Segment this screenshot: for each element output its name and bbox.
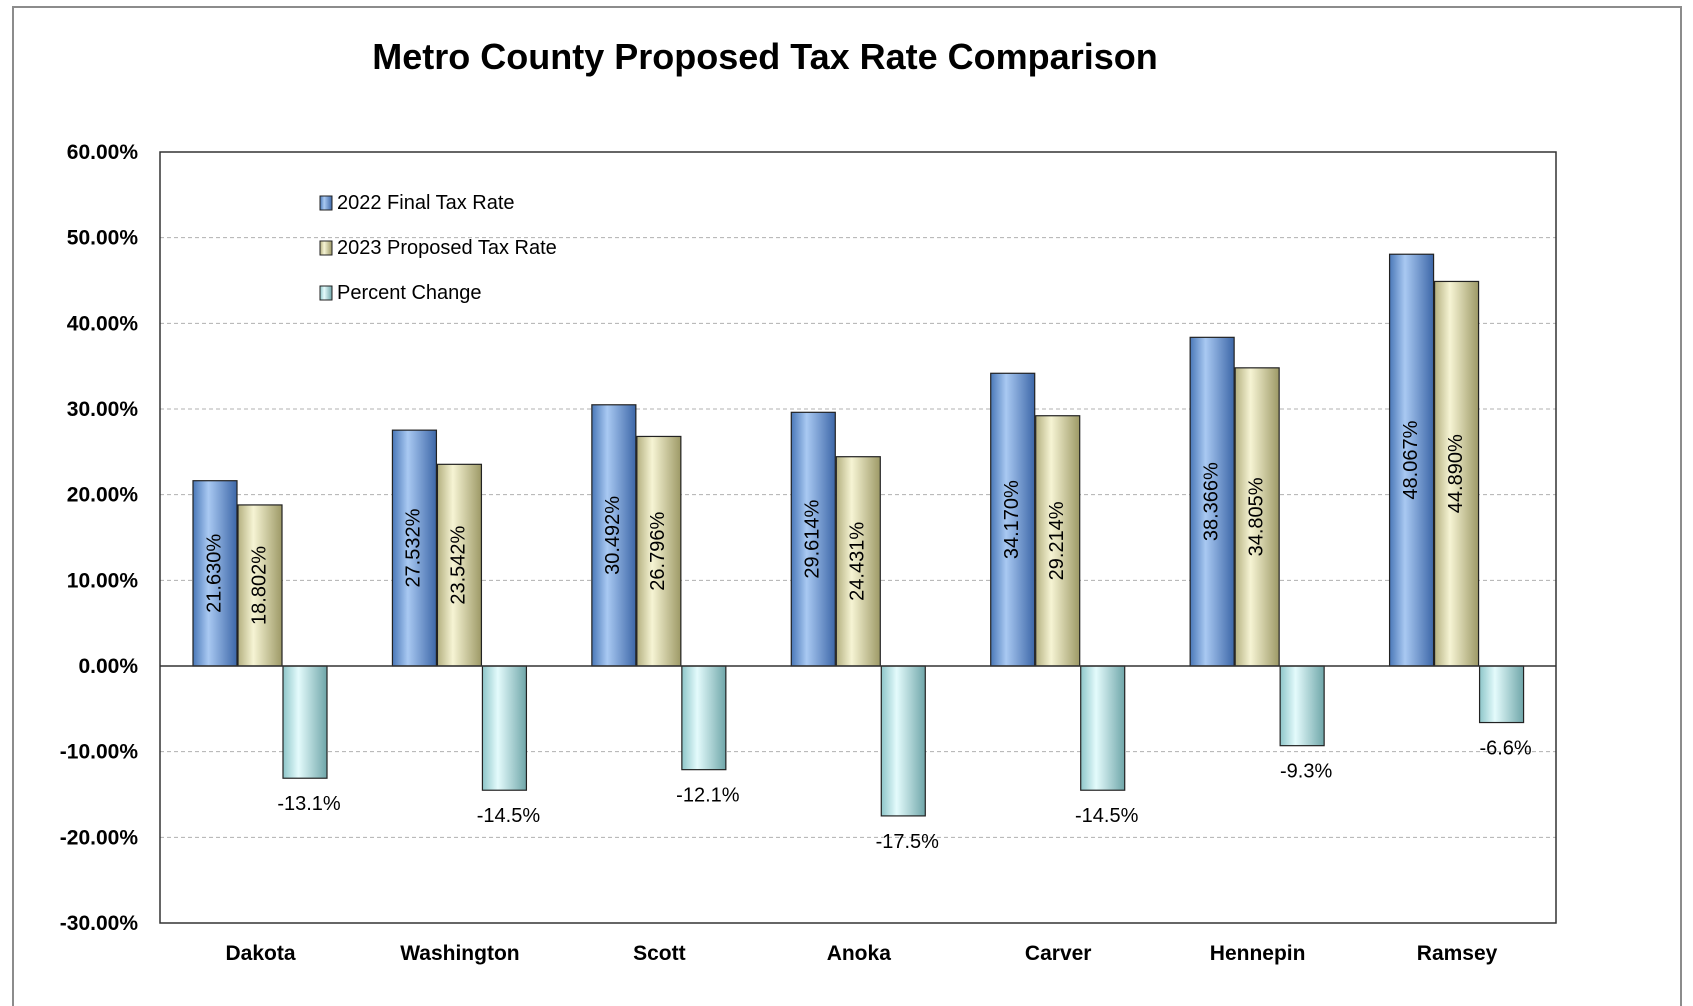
data-label: -14.5% <box>1075 805 1139 827</box>
bar <box>481 665 528 791</box>
legend-swatch <box>319 240 333 256</box>
data-label: 26.796% <box>647 512 669 591</box>
data-label: 18.802% <box>248 546 270 625</box>
data-label: 29.614% <box>802 499 824 578</box>
bar <box>1234 367 1280 667</box>
legend-entry: Percent Change <box>337 282 482 304</box>
bar <box>880 665 926 817</box>
data-label: -13.1% <box>277 793 341 815</box>
y-tick-label: 30.00% <box>67 398 139 421</box>
bar <box>1433 280 1480 667</box>
y-tick-label: 20.00% <box>67 484 139 507</box>
data-label: -9.3% <box>1280 761 1332 783</box>
plot-area-border <box>159 151 1557 924</box>
data-label: 34.805% <box>1245 477 1267 556</box>
data-label: -12.1% <box>676 785 740 807</box>
chart-title: Metro County Proposed Tax Rate Compariso… <box>372 36 1158 77</box>
bar <box>835 456 881 667</box>
y-tick-label: 60.00% <box>67 141 139 164</box>
bar <box>990 372 1036 667</box>
data-label: 34.170% <box>1001 480 1023 559</box>
data-label: 30.492% <box>602 496 624 575</box>
legend-swatch <box>319 285 333 301</box>
x-tick-label: Ramsey <box>1417 942 1498 965</box>
x-tick-label: Scott <box>633 942 686 965</box>
x-tick-label: Carver <box>1025 942 1092 965</box>
y-tick-label: -10.00% <box>60 741 139 764</box>
data-label: -14.5% <box>477 805 541 827</box>
data-label: 24.431% <box>847 522 869 601</box>
y-tick-label: -20.00% <box>60 826 139 849</box>
data-label: 29.214% <box>1046 501 1068 580</box>
y-tick-label: 50.00% <box>67 227 139 250</box>
data-label: 44.890% <box>1445 434 1467 513</box>
y-tick-label: 10.00% <box>67 569 139 592</box>
x-tick-label: Dakota <box>225 942 295 965</box>
data-label: 48.067% <box>1400 420 1422 499</box>
data-label: 23.542% <box>448 525 470 604</box>
legend-entry: 2023 Proposed Tax Rate <box>337 237 557 259</box>
bar <box>391 429 438 667</box>
data-label: 38.366% <box>1200 462 1222 541</box>
data-label: -6.6% <box>1479 738 1531 760</box>
bar <box>591 404 637 667</box>
bar <box>1478 665 1525 724</box>
x-tick-label: Washington <box>400 942 519 965</box>
bar <box>282 665 328 779</box>
x-tick-label: Hennepin <box>1210 942 1306 965</box>
data-label: 21.630% <box>203 534 225 613</box>
legend-swatch <box>319 195 333 211</box>
y-tick-label: 40.00% <box>67 312 139 335</box>
legend-entry: 2022 Final Tax Rate <box>337 192 515 214</box>
y-tick-label: 0.00% <box>78 655 138 678</box>
bar <box>790 411 836 667</box>
data-label: 27.532% <box>403 508 425 587</box>
bar <box>1279 665 1325 747</box>
bar <box>192 480 238 667</box>
data-label: -17.5% <box>876 831 940 853</box>
bar <box>681 665 727 771</box>
bar <box>1388 253 1435 667</box>
bar <box>1080 665 1126 791</box>
bar <box>1189 336 1235 667</box>
x-tick-label: Anoka <box>827 942 892 965</box>
y-tick-label: -30.00% <box>60 912 139 935</box>
